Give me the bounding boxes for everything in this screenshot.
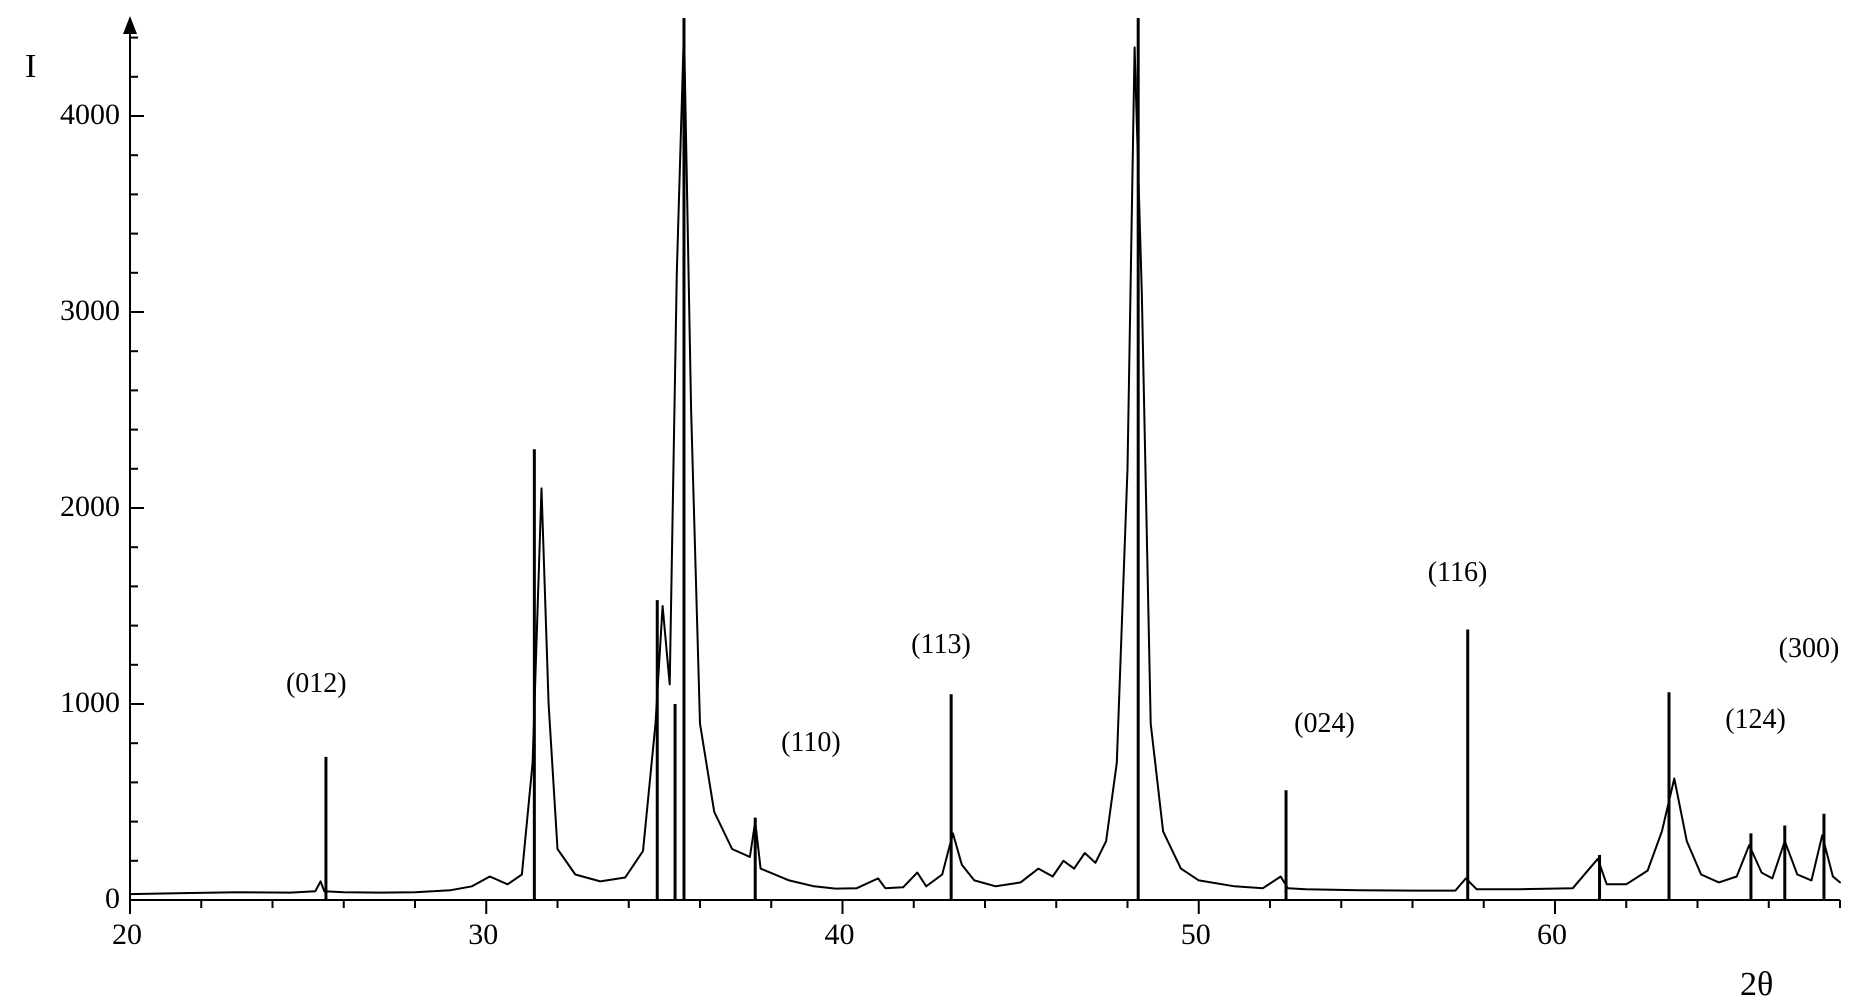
y-tick-label: 4000 [60,98,120,132]
x-tick-label: 30 [468,918,498,952]
xrd-chart: I 2θ 20 30 40 50 60 0 1000 2000 3000 4000 (012) (11… [0,0,1871,1004]
peak-label: (124) [1725,704,1786,736]
y-tick-label: 3000 [60,294,120,328]
peak-label: (300) [1779,633,1840,665]
y-tick-label: 1000 [60,686,120,720]
peak-label: (024) [1294,708,1355,740]
chart-svg [0,0,1871,1004]
y-axis-label: I [25,48,36,86]
y-tick-label: 0 [105,882,120,916]
peak-label: (110) [781,727,841,759]
x-axis-label: 2θ [1740,966,1773,1004]
x-tick-label: 20 [112,918,142,952]
peak-label: (116) [1428,557,1488,589]
x-tick-label: 60 [1537,918,1567,952]
x-tick-label: 50 [1181,918,1211,952]
y-tick-label: 2000 [60,490,120,524]
x-tick-label: 40 [825,918,855,952]
peak-label: (113) [911,629,971,661]
peak-label: (012) [286,668,347,700]
